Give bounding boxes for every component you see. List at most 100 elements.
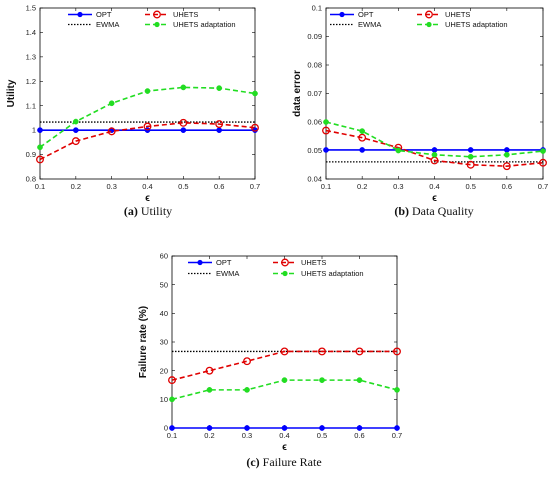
y-tick-label: 0.9 [26, 150, 36, 159]
data-point [359, 128, 366, 134]
legend-marker [282, 270, 288, 277]
series-line-uhets-adaptation [171, 379, 398, 401]
x-tick-label: 0.6 [502, 182, 512, 191]
panel-caption-text: Data Quality [412, 204, 474, 218]
data-point [37, 127, 43, 133]
x-tick-label: 0.1 [35, 182, 45, 191]
y-tick-label: 1.5 [26, 4, 36, 13]
data-point [251, 123, 259, 132]
data-point [169, 396, 175, 403]
panel-caption-label: (b) [394, 204, 409, 218]
y-tick-label: 0.1 [312, 4, 322, 13]
y-tick-label: 0.09 [307, 32, 322, 41]
panel-caption: (c) Failure Rate [246, 455, 321, 469]
data-point [356, 425, 363, 431]
y-tick-label: 1 [32, 126, 36, 135]
y-tick-label: 0 [164, 424, 168, 433]
x-axis-label: ϵ [145, 193, 150, 204]
x-tick-label: 0.7 [392, 431, 402, 440]
data-point [467, 147, 474, 153]
panel-caption-text: Failure Rate [263, 455, 322, 469]
x-tick-label: 0.3 [393, 182, 403, 191]
x-tick-label: 0.4 [142, 182, 152, 191]
chart-panel-2: 0.1 0.2 0.3 0.4 0.5 0.6 0.7 0.04 0.05 0.06 0.07 0.0… [292, 4, 548, 218]
y-tick-label: 0.08 [307, 61, 322, 70]
panel-caption-label: (c) [246, 455, 259, 469]
data-point [71, 137, 80, 146]
data-point [281, 425, 288, 431]
data-point [36, 155, 44, 164]
data-point [466, 160, 475, 169]
data-point [169, 425, 175, 431]
legend-entry: UHETS [173, 10, 198, 19]
data-point [243, 357, 251, 366]
data-point [205, 366, 214, 375]
chart-panel-3: 0.1 0.2 0.3 0.4 0.5 0.6 0.7 0 10 20 30 40 50 60 ϵ Failu… [138, 252, 402, 469]
data-point [206, 425, 213, 431]
data-point [503, 147, 510, 153]
x-tick-label: 0.5 [317, 431, 327, 440]
series-line-uhets [39, 122, 256, 161]
data-point [356, 377, 363, 383]
data-point [323, 119, 329, 125]
chart-panel-1: 0.1 0.2 0.3 0.4 0.5 0.6 0.7 0.8 0.9 1 1.1 1.2 1.3 1.4… [6, 4, 260, 218]
legend-entry: OPT [96, 10, 112, 19]
data-point [395, 147, 402, 154]
legend-entry: EWMA [96, 20, 119, 29]
data-point [252, 90, 258, 97]
x-tick-label: 0.2 [204, 431, 214, 440]
y-tick-label: 30 [160, 338, 168, 347]
series-line-uhets-adaptation [39, 86, 256, 148]
legend-marker [281, 258, 289, 267]
series-line-uhets [325, 129, 544, 167]
x-tick-label: 0.4 [429, 182, 439, 191]
y-tick-label: 0.06 [307, 118, 322, 127]
data-point [359, 147, 366, 153]
x-tick-label: 0.5 [465, 182, 475, 191]
x-tick-label: 0.3 [106, 182, 116, 191]
y-axis-label: Failure rate (%) [138, 306, 149, 378]
data-point [394, 387, 400, 393]
x-tick-label: 0.7 [538, 182, 548, 191]
y-tick-label: 1.3 [26, 52, 36, 61]
x-tick-label: 0.2 [71, 182, 81, 191]
legend-entry: UHETS adaptation [301, 269, 364, 278]
x-tick-label: 0.4 [279, 431, 289, 440]
y-tick-label: 1.4 [26, 28, 36, 37]
data-point [503, 151, 510, 158]
x-tick-label: 0.1 [167, 431, 177, 440]
y-tick-label: 0.04 [307, 175, 322, 184]
y-tick-label: 0.07 [307, 89, 322, 98]
data-point [319, 425, 325, 431]
x-tick-label: 0.6 [214, 182, 224, 191]
y-tick-label: 10 [160, 395, 168, 404]
x-tick-label: 0.6 [354, 431, 364, 440]
panel-caption: (a) Utility [124, 204, 172, 218]
x-axis-label: ϵ [432, 193, 437, 204]
data-point [215, 120, 224, 128]
x-tick-label: 0.1 [321, 182, 331, 191]
data-point [244, 425, 250, 431]
data-point [108, 100, 115, 107]
data-point [143, 122, 152, 131]
legend-marker [197, 259, 203, 266]
data-point [502, 162, 511, 171]
data-point [206, 387, 213, 393]
data-point [318, 347, 326, 356]
panel-caption-label: (a) [124, 204, 138, 218]
series-line-uhets [171, 350, 397, 381]
y-tick-label: 40 [160, 309, 168, 318]
legend-marker [425, 10, 433, 19]
data-point [540, 148, 546, 154]
x-tick-label: 0.5 [178, 182, 188, 191]
data-point [244, 387, 250, 393]
data-point [322, 126, 330, 135]
legend-entry: OPT [216, 258, 232, 267]
data-point [358, 133, 367, 142]
data-point [281, 377, 288, 383]
y-tick-label: 50 [160, 280, 168, 289]
data-point [467, 153, 474, 160]
legend-entry: UHETS adaptation [173, 20, 236, 29]
data-point [393, 347, 401, 356]
